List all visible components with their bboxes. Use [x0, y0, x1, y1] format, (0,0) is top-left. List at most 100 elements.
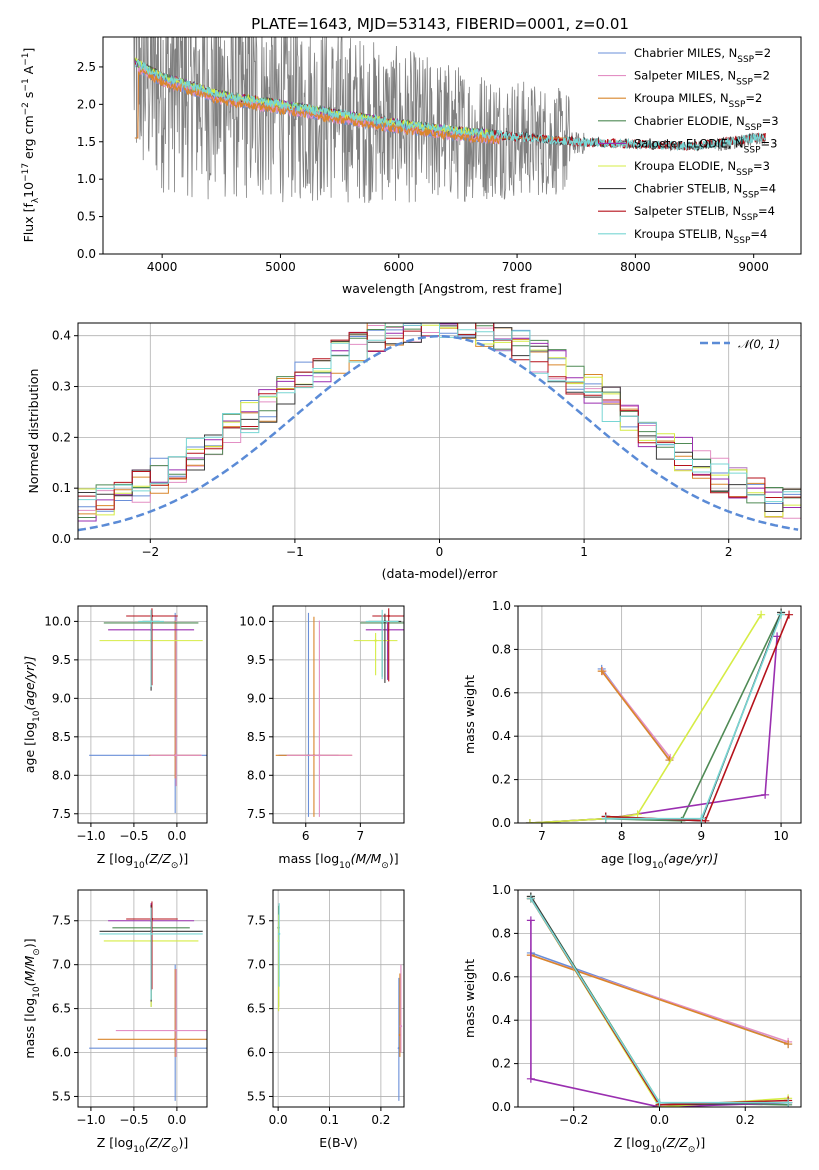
x-tick-label: 0	[436, 545, 444, 559]
y-tick-label: 1.0	[492, 883, 511, 897]
y-tick-label: 6.5	[52, 1002, 71, 1016]
label-part: ⊙	[32, 948, 42, 956]
y-tick-label: 2.5	[77, 60, 96, 74]
x-axis-label: mass [log10(M/M⊙)]	[278, 851, 398, 871]
y-tick-label: 7.5	[247, 807, 266, 821]
label-part: SSP	[734, 236, 751, 246]
figure-title: PLATE=1643, MJD=53143, FIBERID=0001, z=0…	[251, 15, 629, 33]
label-part: =4	[759, 182, 776, 196]
label-part: −17	[21, 163, 31, 182]
weight-line	[530, 920, 789, 1107]
y-tick-label: 9.0	[52, 691, 71, 705]
label-part: SSP	[742, 191, 759, 201]
y-axis-label: Normed distribution	[26, 369, 41, 494]
plot-area-mass-vs-Z	[89, 901, 207, 1101]
panel-residuals: −2 −1 0 1 2 0.0 0.1 0.2 0.3 0.4 𝒩(0, 1) (data-model…	[26, 322, 802, 581]
axes-frame	[102, 36, 802, 255]
axes-frame	[517, 605, 802, 824]
x-axis-label: E(B-V)	[319, 1135, 358, 1150]
y-tick-label: 1.5	[77, 135, 96, 149]
label-part: (Z/Z	[145, 1135, 172, 1150]
x-tick-label: 1	[580, 545, 588, 559]
x-tick-label: 9000	[738, 260, 769, 274]
label-part: SSP	[745, 123, 762, 133]
y-tick-label: 6.5	[247, 1002, 266, 1016]
y-axis-label: mass weight	[462, 675, 477, 754]
weight-marker	[784, 1040, 793, 1049]
y-tick-label: 0.2	[492, 773, 511, 787]
plot-area-weight-vs-Z	[526, 892, 793, 1107]
label-part: 10	[133, 861, 145, 871]
weight-marker	[757, 610, 766, 619]
label-part: E(B-V)	[319, 1135, 358, 1150]
label-part: Z [log	[97, 851, 133, 866]
y-tick-label: 9.5	[247, 653, 266, 667]
weight-marker	[526, 1074, 535, 1083]
label-part: age [log	[22, 722, 37, 773]
label-part: 10	[652, 861, 664, 871]
label-part: mass [log	[278, 851, 339, 866]
axes-frame	[77, 605, 208, 824]
x-tick-label: 0.0	[650, 1113, 669, 1127]
label-part: (age/yr)]	[22, 656, 37, 711]
y-tick-label: 0.3	[52, 380, 71, 394]
label-part: SSP	[729, 100, 746, 110]
label-part: )]	[178, 1135, 188, 1150]
label-part: 10	[21, 182, 36, 198]
x-tick-label: −0.5	[119, 1113, 148, 1127]
y-axis-label: mass weight	[462, 959, 477, 1038]
x-tick-label: −2	[141, 545, 159, 559]
label-part: Salpeter ELODIE, N	[634, 136, 744, 150]
plot-area-residuals	[78, 323, 801, 532]
panel-age-vs-Z: −1.0 −0.5 0.07.58.08.59.09.510.0Z [log10(Z…	[22, 605, 208, 871]
y-tick-label: 10.0	[239, 614, 266, 628]
y-tick-label: 9.5	[52, 653, 71, 667]
weight-marker	[525, 819, 534, 823]
label-part: )]	[22, 938, 37, 948]
label-part: =3	[753, 159, 770, 173]
y-tick-label: 8.0	[52, 768, 71, 782]
y-tick-label: 9.0	[247, 691, 266, 705]
x-tick-label: 10	[773, 829, 788, 843]
x-tick-label: 7000	[502, 260, 533, 274]
plot-area-age-vs-Z	[89, 608, 207, 813]
legend-label: 𝒩(0, 1)	[738, 337, 780, 351]
panel-age-vs-mass: 6 7 7.5 8.0 8.5 9.0 9.5 10.0 mass [log10(M/M⊙)]	[239, 605, 405, 871]
residual-histogram	[78, 323, 801, 510]
x-tick-label: −0.5	[119, 829, 148, 843]
legend-label: Salpeter MILES, NSSP=2	[634, 69, 770, 88]
panel-weight-vs-Z: −0.2 0.0 0.2 0.0 0.2 0.4 0.6 0.8 1.0 Z [log10(Z/Z…	[462, 883, 802, 1155]
y-tick-label: 0.2	[492, 1057, 511, 1071]
label-part: =2	[754, 46, 771, 60]
label-part: 10	[133, 1145, 145, 1155]
data-point	[380, 620, 384, 623]
y-tick-label: 10.0	[44, 614, 71, 628]
x-axis-label: Z [log10(Z/Z⊙)]	[614, 1135, 705, 1155]
label-part: SSP	[741, 213, 758, 223]
y-tick-label: 0.4	[52, 329, 71, 343]
label-part: Chabrier ELODIE, N	[634, 114, 745, 128]
x-tick-label: 0.0	[269, 1113, 288, 1127]
data-point	[399, 1024, 403, 1028]
x-tick-label: 8	[618, 829, 626, 843]
x-tick-label: 7	[357, 829, 365, 843]
data-point	[174, 1029, 178, 1032]
weight-marker	[633, 810, 642, 819]
weight-line	[529, 636, 778, 823]
x-tick-label: 0.2	[736, 1113, 755, 1127]
label-part: SSP	[737, 55, 754, 65]
x-tick-label: −1.0	[76, 1113, 105, 1127]
legend-label: Chabrier STELIB, NSSP=4	[634, 182, 776, 201]
x-tick-label: 5000	[265, 260, 296, 274]
label-part: SSP	[736, 78, 753, 88]
label-part: Chabrier STELIB, N	[634, 182, 742, 196]
weight-marker	[777, 610, 786, 619]
label-part: =2	[753, 69, 770, 83]
y-tick-label: 0.6	[492, 970, 511, 984]
x-tick-label: 0.2	[371, 1113, 390, 1127]
axes-frame	[77, 889, 208, 1108]
y-tick-label: 6.0	[247, 1046, 266, 1060]
label-part: Z [log	[97, 1135, 133, 1150]
label-part: A	[21, 65, 36, 78]
x-axis-label: (data-model)/error	[382, 566, 499, 581]
